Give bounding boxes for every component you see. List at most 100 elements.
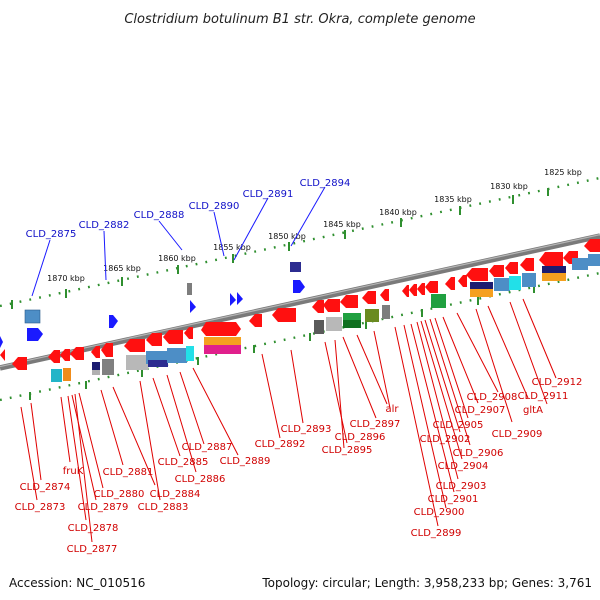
gene-label[interactable]: CLD_2904 — [438, 461, 489, 472]
cog-box[interactable] — [470, 289, 493, 297]
reverse-gene[interactable] — [380, 289, 389, 301]
forward-gene[interactable] — [0, 336, 3, 348]
cog-box[interactable] — [126, 355, 148, 370]
cog-box[interactable] — [509, 276, 521, 290]
cog-box[interactable] — [343, 320, 361, 328]
gene-label[interactable]: gltA — [523, 405, 543, 416]
cog-box[interactable] — [343, 313, 361, 321]
forward-gene[interactable] — [293, 280, 305, 293]
cog-box[interactable] — [572, 258, 588, 270]
cog-box[interactable] — [187, 283, 192, 295]
reverse-gene[interactable] — [402, 285, 409, 297]
cog-box[interactable] — [494, 278, 510, 291]
gene-label[interactable]: fruK — [63, 466, 84, 477]
gene-label[interactable]: CLD_2885 — [158, 457, 209, 468]
reverse-gene[interactable] — [489, 265, 504, 277]
cog-box[interactable] — [326, 317, 342, 331]
reverse-gene[interactable] — [312, 300, 324, 313]
cog-box[interactable] — [92, 362, 100, 371]
gene-label[interactable]: CLD_2895 — [322, 445, 373, 456]
gene-label[interactable]: CLD_2899 — [411, 528, 462, 539]
gene-label[interactable]: CLD_2903 — [436, 481, 487, 492]
cog-box[interactable] — [167, 348, 187, 363]
gene-label[interactable]: CLD_2907 — [455, 405, 506, 416]
cog-box[interactable] — [290, 262, 301, 272]
reverse-gene[interactable] — [60, 349, 70, 361]
reverse-gene[interactable] — [0, 349, 5, 361]
cog-box[interactable] — [24, 309, 41, 324]
reverse-gene[interactable] — [505, 262, 518, 274]
reverse-gene[interactable] — [91, 346, 100, 358]
gene-label[interactable]: CLD_2912 — [532, 377, 583, 388]
forward-gene[interactable] — [190, 300, 196, 313]
cog-box[interactable] — [470, 282, 493, 290]
gene-label[interactable]: CLD_2902 — [420, 434, 471, 445]
cog-box[interactable] — [542, 266, 566, 274]
reverse-gene[interactable] — [584, 239, 600, 252]
reverse-gene[interactable] — [201, 322, 241, 336]
gene-label[interactable]: CLD_2886 — [175, 474, 226, 485]
gene-label[interactable]: CLD_2897 — [350, 419, 401, 430]
cog-box[interactable] — [365, 309, 379, 322]
cog-box[interactable] — [588, 254, 600, 266]
reverse-gene[interactable] — [249, 314, 262, 327]
reverse-gene[interactable] — [146, 333, 162, 346]
gene-label[interactable]: CLD_2875 — [26, 229, 77, 240]
forward-gene[interactable] — [109, 315, 118, 328]
cog-box[interactable] — [186, 346, 194, 361]
reverse-gene[interactable] — [466, 268, 488, 281]
gene-label[interactable]: CLD_2873 — [15, 502, 66, 513]
cog-box[interactable] — [542, 273, 566, 281]
reverse-gene[interactable] — [70, 347, 84, 360]
cog-box[interactable] — [63, 368, 71, 381]
gene-label[interactable]: CLD_2880 — [94, 489, 145, 500]
cog-box[interactable] — [51, 369, 62, 382]
reverse-gene[interactable] — [539, 252, 563, 266]
reverse-gene[interactable] — [425, 281, 438, 293]
gene-label[interactable]: CLD_2894 — [300, 178, 351, 189]
gene-label[interactable]: CLD_2881 — [103, 467, 154, 478]
gene-label[interactable]: CLD_2879 — [78, 502, 129, 513]
cog-box[interactable] — [382, 305, 390, 319]
gene-label[interactable]: CLD_2882 — [79, 220, 130, 231]
cog-box[interactable] — [522, 273, 536, 287]
gene-label[interactable]: CLD_2909 — [492, 429, 543, 440]
gene-label[interactable]: CLD_2901 — [428, 494, 479, 505]
reverse-gene[interactable] — [417, 283, 425, 295]
cog-box[interactable] — [431, 294, 446, 308]
gene-label[interactable]: CLD_2900 — [414, 507, 465, 518]
reverse-gene[interactable] — [163, 330, 183, 344]
reverse-gene[interactable] — [520, 258, 534, 271]
gene-label[interactable]: CLD_2890 — [189, 201, 240, 212]
forward-gene[interactable] — [230, 293, 236, 306]
reverse-gene[interactable] — [362, 291, 376, 304]
cog-box[interactable] — [204, 337, 241, 346]
gene-label[interactable]: CLD_2877 — [67, 544, 118, 555]
gene-label[interactable]: CLD_2896 — [335, 432, 386, 443]
reverse-gene[interactable] — [101, 343, 113, 357]
gene-label[interactable]: CLD_2878 — [68, 523, 119, 534]
gene-label[interactable]: CLD_2908 — [467, 392, 518, 403]
gene-label[interactable]: CLD_2892 — [255, 439, 306, 450]
reverse-gene[interactable] — [340, 295, 358, 308]
reverse-gene[interactable] — [409, 284, 417, 296]
gene-label[interactable]: CLD_2889 — [220, 456, 271, 467]
gene-label[interactable]: alr — [385, 404, 399, 415]
cog-box[interactable] — [102, 359, 114, 375]
reverse-gene[interactable] — [272, 308, 296, 322]
gene-label[interactable]: CLD_2891 — [243, 189, 294, 200]
cog-box[interactable] — [204, 345, 241, 354]
reverse-gene[interactable] — [184, 327, 193, 339]
cog-box[interactable] — [314, 320, 324, 334]
gene-label[interactable]: CLD_2911 — [518, 391, 569, 402]
forward-gene[interactable] — [237, 292, 243, 305]
gene-label[interactable]: CLD_2905 — [433, 420, 484, 431]
forward-gene[interactable] — [27, 328, 43, 341]
reverse-gene[interactable] — [458, 275, 467, 287]
cog-box[interactable] — [92, 370, 100, 375]
gene-label[interactable]: CLD_2874 — [20, 482, 71, 493]
gene-label[interactable]: CLD_2887 — [182, 442, 233, 453]
reverse-gene[interactable] — [124, 339, 145, 352]
cog-box[interactable] — [148, 360, 168, 367]
reverse-gene[interactable] — [445, 277, 455, 290]
